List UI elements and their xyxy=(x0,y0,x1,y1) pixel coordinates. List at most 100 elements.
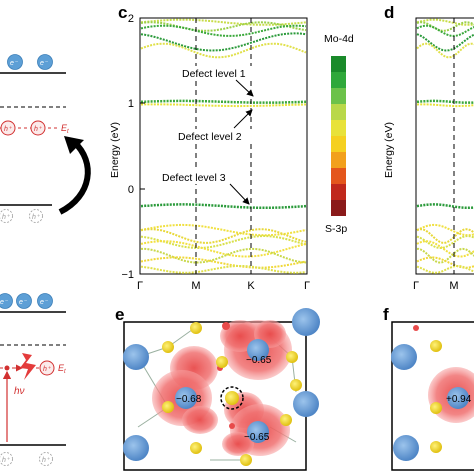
hole-label: h⁺ xyxy=(42,457,51,464)
band-plot: 2 1 0 −1 Γ M K Γ Defect level 1 Defect l… xyxy=(121,13,310,292)
schematic-bottom: e⁻ e⁻ e⁻ h⁺ Et hν h⁺ h⁺ xyxy=(0,293,66,466)
band-line xyxy=(140,99,307,104)
x-tick-label: K xyxy=(247,280,255,292)
panel-d-x-tick: M xyxy=(449,280,458,292)
hole-label: h⁺ xyxy=(2,214,11,221)
colorbar-bottom-label: S-3p xyxy=(325,223,347,235)
band-line xyxy=(141,247,307,264)
electron-1: e⁻ xyxy=(7,54,23,70)
mo-atoms xyxy=(123,308,320,461)
band-line xyxy=(140,240,307,258)
defect-level-3-arrow xyxy=(229,183,250,205)
band-line xyxy=(140,24,307,37)
band-line xyxy=(140,42,307,59)
lightning-icon xyxy=(20,353,36,380)
band-line xyxy=(140,223,307,237)
x-tick-label: Γ xyxy=(137,280,143,292)
y-tick-label: −1 xyxy=(121,269,134,281)
panel-d-plot: Γ M xyxy=(413,17,474,292)
band-line xyxy=(140,32,307,52)
electron-4: e⁻ xyxy=(16,293,32,309)
defect-level-1-label: Defect level 1 xyxy=(182,68,246,80)
electron-label: e⁻ xyxy=(19,299,28,306)
hole-empty-3: h⁺ xyxy=(0,452,13,466)
panel-d-x-tick: Γ xyxy=(413,280,419,292)
defect-level-2-arrow xyxy=(233,109,253,129)
transfer-arrow xyxy=(58,139,91,215)
electron-label: e⁻ xyxy=(0,299,9,306)
band-line xyxy=(140,21,307,32)
hole-2: h⁺ xyxy=(30,120,46,136)
band-line xyxy=(416,103,474,108)
charge-value-2: −0.68 xyxy=(176,394,202,405)
trap-state-dot xyxy=(4,365,10,371)
charge-map-f: +0.94 xyxy=(391,321,474,471)
annotation-bg xyxy=(156,170,238,184)
electron-label: e⁻ xyxy=(40,60,49,67)
colorbar-swatches xyxy=(331,56,346,216)
plot-frame xyxy=(139,17,308,275)
hole-label: h⁺ xyxy=(32,214,41,221)
colorbar-swatch xyxy=(331,56,346,72)
band-lines xyxy=(140,18,307,274)
y-tick-label: 0 xyxy=(128,184,134,196)
colorbar-swatch xyxy=(331,136,346,152)
annotation-bg xyxy=(176,66,258,80)
y-axis-label: Energy (eV) xyxy=(109,122,121,178)
defect-level-1-arrow xyxy=(235,79,254,97)
charge-value-1: −0.65 xyxy=(246,355,272,366)
colorbar-swatch xyxy=(331,72,346,88)
electron-3: e⁻ xyxy=(0,293,13,309)
charge-value-3: −0.65 xyxy=(244,432,270,443)
band-line xyxy=(416,18,474,26)
hole-label: h⁺ xyxy=(4,126,13,133)
trap-level-label: Et xyxy=(61,123,69,135)
electron-2: e⁻ xyxy=(37,54,53,70)
mo-atom xyxy=(391,344,417,370)
hole-3: h⁺ xyxy=(39,360,55,376)
trap-level-label: Et xyxy=(58,363,66,375)
panel-letter-f: f xyxy=(383,305,389,324)
band-line xyxy=(140,265,307,274)
colorbar-swatch xyxy=(331,168,346,184)
red-dot xyxy=(413,325,419,331)
y-tick-label: 2 xyxy=(128,13,134,25)
s-atom xyxy=(430,340,442,352)
band-line xyxy=(416,228,474,244)
colorbar-swatch xyxy=(331,200,346,216)
charge-value-f: +0.94 xyxy=(446,394,472,405)
colorbar-swatch xyxy=(331,88,346,104)
photon-label: hν xyxy=(14,386,25,397)
colorbar: Mo-4d S-3p xyxy=(324,33,354,235)
hole-empty-1: h⁺ xyxy=(0,209,13,223)
band-line xyxy=(140,103,307,108)
panel-letter-e: e xyxy=(115,305,124,324)
band-line xyxy=(416,99,474,104)
hole-label: h⁺ xyxy=(2,457,11,464)
panel-d-y-axis-label: Energy (eV) xyxy=(383,122,395,178)
charge-map-e: −0.65 −0.68 −0.65 xyxy=(123,308,320,471)
hole-1: h⁺ xyxy=(0,120,16,136)
colorbar-swatch xyxy=(331,184,346,200)
hole-empty-4: h⁺ xyxy=(39,452,53,466)
colorbar-swatch xyxy=(331,120,346,136)
mo-atom xyxy=(393,435,419,461)
panel-letter-d: d xyxy=(384,3,394,22)
vacancy-circle xyxy=(220,386,244,410)
band-line xyxy=(140,228,307,244)
colorbar-swatch xyxy=(331,152,346,168)
x-tick-label: M xyxy=(191,280,200,292)
schematic-top: e⁻ e⁻ h⁺ h⁺ Et h⁺ h⁺ xyxy=(0,54,91,223)
annotation-bg xyxy=(172,129,254,143)
s-atoms xyxy=(162,322,302,466)
electron-5: e⁻ xyxy=(37,293,53,309)
band-line xyxy=(416,265,474,274)
colorbar-top-label: Mo-4d xyxy=(324,33,354,45)
y-tick-label: 1 xyxy=(128,98,134,110)
band-line xyxy=(416,203,474,210)
defect-level-3-label: Defect level 3 xyxy=(162,172,226,184)
band-line xyxy=(140,256,307,269)
colorbar-swatch xyxy=(331,104,346,120)
x-tick-label: Γ xyxy=(304,280,310,292)
defect-level-2-label: Defect level 2 xyxy=(178,131,242,143)
